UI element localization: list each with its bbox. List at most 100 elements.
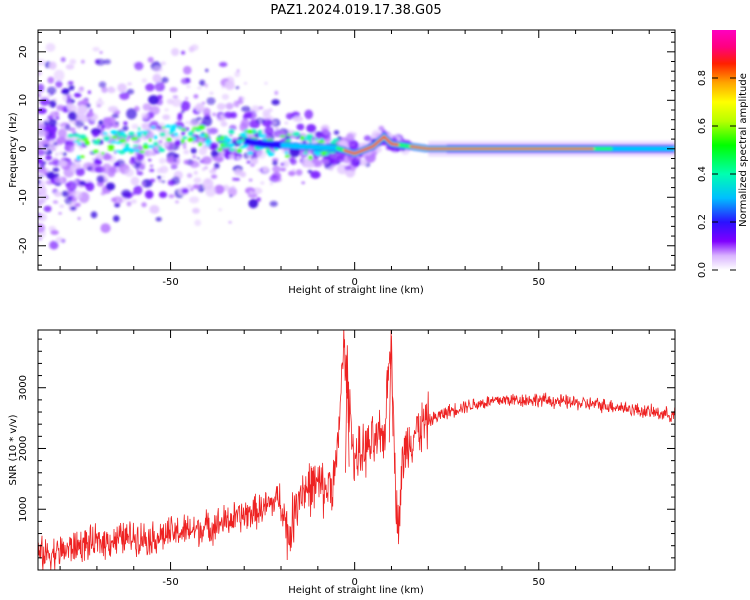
spectrogram-blob [235, 177, 240, 181]
spectrogram-hotspot [103, 135, 111, 141]
spectrogram-hotspot [220, 146, 228, 149]
spectrogram-blob [193, 170, 198, 175]
spectrogram-hotspot [229, 148, 236, 152]
spectrogram-blob [262, 114, 272, 121]
spectrogram-hotspot [158, 145, 162, 149]
spectrogram-blob [81, 59, 85, 64]
spectrogram-blob [126, 201, 132, 207]
spectrogram-hotspot [142, 144, 150, 150]
spectrogram-blob [149, 168, 155, 173]
spectrogram-blob [75, 167, 85, 177]
spectrogram-blob [122, 125, 129, 132]
colorbar: 0.0 0.2 0.4 0.6 0.8 Normalized spectral ampl… [697, 30, 749, 278]
spectrogram-y-tick-label: -10 [18, 189, 29, 205]
spectrogram-hotspot [180, 138, 185, 144]
spectrogram-hotspot [313, 150, 319, 155]
spectrogram-hotspot [314, 138, 318, 141]
spectrogram-blob [77, 88, 84, 93]
spectrogram-blob [58, 160, 68, 167]
spectrogram-y-tick-label: 0 [18, 146, 29, 152]
spectrogram-blob [247, 110, 257, 120]
spectrogram-hotspot [130, 136, 139, 141]
spectrogram-blob [202, 178, 214, 190]
spectrogram-hotspot [111, 135, 118, 139]
spectrogram-blob [205, 68, 209, 73]
spectrogram-blob [186, 173, 193, 179]
spectrogram-blob [212, 167, 217, 171]
spectrogram-blob [129, 159, 134, 165]
spectrogram-blob [141, 202, 147, 208]
spectrogram-blob [295, 169, 303, 176]
spectrogram-blob [302, 140, 307, 144]
spectrogram-hotspot [67, 134, 74, 138]
colorbar-label: Normalized spectral amplitude [738, 73, 749, 227]
spectrogram-blob [228, 221, 232, 224]
spectrogram-blob [160, 61, 166, 66]
spectrogram-blob [172, 95, 179, 99]
spectrogram-blob [44, 124, 51, 129]
spectrogram-blob [87, 111, 94, 118]
spectrogram-blob [264, 82, 268, 85]
spectrogram-blob [38, 144, 42, 152]
spectrogram-blob [202, 167, 206, 171]
spectrogram-hotspot [197, 124, 206, 130]
spectrogram-blob [243, 82, 248, 85]
spectrogram-hotspot [279, 135, 286, 138]
spectrogram-blob [166, 98, 174, 105]
spectrogram-hotspot [284, 151, 289, 155]
spectrogram-hotspot [137, 127, 141, 131]
spectrogram-y-label: Frequency (Hz) [8, 112, 19, 188]
spectrogram-blob [154, 81, 165, 92]
spectrogram-blob [148, 158, 152, 162]
spectrogram-blob [242, 114, 248, 121]
spectrogram-blob [48, 162, 53, 165]
spectrogram-blob [49, 100, 57, 108]
spectrogram-blob [188, 46, 195, 53]
spectrogram-blob [152, 152, 157, 156]
spectrogram-blob [59, 151, 63, 155]
spectrogram-blob [55, 80, 63, 88]
spectrogram-blob [132, 163, 136, 167]
spectrogram-blob [49, 240, 59, 250]
snr-x-tick-label: -50 [162, 577, 178, 588]
spectrogram-blob [38, 213, 47, 222]
spectrogram-blob [201, 156, 212, 165]
spectrogram-blob [269, 200, 278, 207]
spectrogram-hotspot [330, 140, 337, 145]
spectrogram-blob [218, 208, 223, 212]
spectrogram-blob [52, 148, 56, 151]
spectrogram-blob [216, 103, 226, 111]
spectrogram-hotspot [258, 133, 267, 138]
spectrogram-blob [136, 153, 144, 161]
spectrogram-blob [149, 164, 154, 168]
spectrogram-blob [248, 178, 253, 182]
spectrogram-blob [121, 189, 132, 198]
spectrogram-hotspot [77, 138, 80, 142]
spectrogram-blob [130, 199, 137, 204]
spectrogram-blob [363, 135, 372, 142]
snr-panel: -50 0 50 1000 2000 3000 Height of straight li… [8, 329, 676, 596]
spectrogram-blob [225, 102, 234, 110]
spectrogram-blob [328, 166, 334, 172]
spectrogram-blob [101, 163, 112, 174]
snr-axes: -50 0 50 1000 2000 3000 [18, 330, 675, 588]
spectrogram-blob [38, 185, 47, 196]
snr-x-tick-label: 0 [351, 577, 357, 588]
ridge-red [409, 145, 594, 150]
spectrogram-blob [38, 223, 46, 233]
spectrogram-blob [103, 59, 111, 65]
spectrogram-hotspot [308, 155, 313, 161]
spectrogram-blob [234, 168, 243, 176]
spectrogram-blob [236, 156, 241, 160]
spectrogram-hotspot [173, 132, 179, 137]
spectrogram-blob [223, 111, 233, 119]
spectrogram-blob [38, 192, 41, 196]
spectrogram-blob [160, 77, 169, 83]
spectrogram-y-tick-label: -20 [18, 238, 29, 254]
spectrogram-x-tick-label: 50 [532, 277, 545, 288]
spectrogram-blob [328, 157, 335, 164]
spectrogram-blob [38, 158, 43, 165]
spectrogram-hotspot [299, 135, 305, 141]
spectrogram-blob [152, 73, 162, 83]
spectrogram-hotspot [77, 142, 82, 146]
